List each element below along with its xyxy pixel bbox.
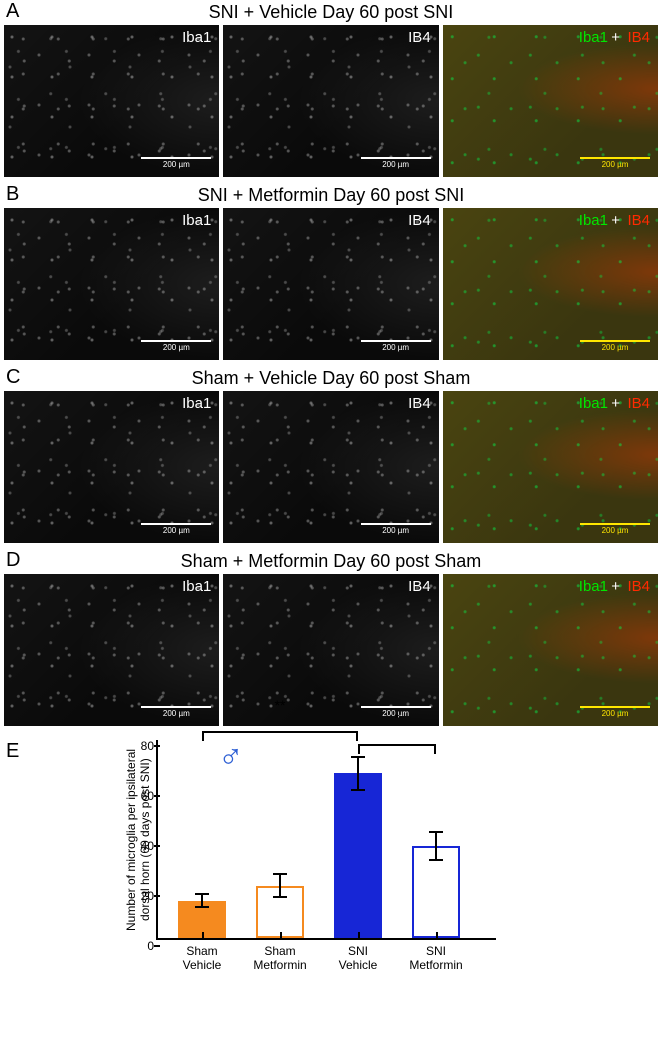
- stain-label: IB4: [408, 29, 431, 46]
- stain-label: Iba1: [182, 29, 211, 46]
- micrograph-ib4: IB4 200 µm: [223, 208, 438, 360]
- stain-label-plus: +: [611, 212, 620, 229]
- stain-label: Iba1: [182, 212, 211, 229]
- panel-d: DSham + Metformin Day 60 post Sham Iba1 20…: [0, 549, 662, 732]
- scalebar: 200 µm: [141, 523, 211, 535]
- panel-letter: A: [6, 0, 19, 23]
- panel-title: Sham + Vehicle Day 60 post Sham: [0, 366, 662, 391]
- stain-label-green: Iba1: [579, 212, 608, 229]
- panel-c: CSham + Vehicle Day 60 post Sham Iba1 200 …: [0, 366, 662, 549]
- stain-label: IB4: [408, 395, 431, 412]
- panel-title: SNI + Vehicle Day 60 post SNI: [0, 0, 662, 25]
- micrograph-iba1: Iba1 200 µm: [4, 25, 219, 177]
- significance-bracket: [358, 744, 436, 746]
- significance-label: **: [275, 697, 286, 713]
- stain-label: IB4: [408, 212, 431, 229]
- micrograph-iba1: Iba1 200 µm: [4, 391, 219, 543]
- panel-letter: B: [6, 183, 19, 206]
- error-bar: [435, 831, 437, 861]
- micrograph-merge: Iba1+ IB4 200 µm: [443, 391, 658, 543]
- panel-letter: C: [6, 366, 20, 389]
- scalebar: 200 µm: [580, 706, 650, 718]
- image-row: Iba1200 µmIB4200 µmIba1+IB4200 µm: [0, 574, 662, 732]
- scalebar: 200 µm: [580, 340, 650, 352]
- stain-label-red: IB4: [627, 212, 650, 229]
- y-tick: 20: [124, 889, 154, 903]
- stain-label-green: Iba1: [579, 395, 608, 412]
- x-tick-label: ShamVehicle: [167, 938, 237, 973]
- y-tick: 0: [124, 939, 154, 953]
- stain-label-red: IB4: [627, 395, 650, 412]
- panel-a: ASNI + Vehicle Day 60 post SNI Iba1 200 µm…: [0, 0, 662, 183]
- x-tick-label: SNIVehicle: [323, 938, 393, 973]
- panel-letter: E: [6, 740, 19, 763]
- scalebar: 200 µm: [141, 157, 211, 169]
- scalebar: 200 µm: [361, 523, 431, 535]
- micrograph-iba1: Iba1 200 µm: [4, 208, 219, 360]
- micrograph-merge: Iba1+ IB4 200 µm: [443, 574, 658, 726]
- image-row: Iba1200 µmIB4200 µmIba1+IB4200 µm: [0, 208, 662, 366]
- micrograph-ib4: IB4200 µm: [223, 574, 438, 726]
- error-bar: [357, 756, 359, 791]
- scalebar: 200 µm: [580, 523, 650, 535]
- image-row: Iba1200 µmIB4200 µmIba1+IB4200 µm: [0, 25, 662, 183]
- bar-chart: Number of microglia per ipsilateraldorsa…: [120, 740, 550, 940]
- error-bar: [201, 893, 203, 908]
- panel-b: BSNI + Metformin Day 60 post SNI Iba1 200 …: [0, 183, 662, 366]
- scalebar: 200 µm: [141, 340, 211, 352]
- micrograph-ib4: IB4 200 µm: [223, 391, 438, 543]
- micrograph-merge: Iba1+ IB4 200 µm: [443, 25, 658, 177]
- stain-label-plus: +: [611, 395, 620, 412]
- stain-label-red: IB4: [627, 29, 650, 46]
- scalebar: 200 µm: [141, 706, 211, 718]
- stain-label: Iba1: [182, 578, 211, 595]
- scalebar: 200 µm: [361, 157, 431, 169]
- micrograph-iba1: Iba1 200 µm: [4, 574, 219, 726]
- error-bar: [279, 873, 281, 898]
- y-tick: 80: [124, 739, 154, 753]
- image-row: Iba1200 µmIB4200 µmIba1+IB4200 µm: [0, 391, 662, 549]
- y-tick: 60: [124, 789, 154, 803]
- stain-label-green: Iba1: [579, 578, 608, 595]
- scalebar: 200 µm: [361, 340, 431, 352]
- micrograph-ib4: IB4 200 µm: [223, 25, 438, 177]
- significance-label: *: [394, 710, 399, 726]
- panel-e: E Number of microglia per ipsilateraldors…: [0, 740, 662, 940]
- stain-label-green: Iba1: [579, 29, 608, 46]
- male-symbol-icon: ♂: [218, 738, 244, 777]
- scalebar: 200 µm: [580, 157, 650, 169]
- panel-title: SNI + Metformin Day 60 post SNI: [0, 183, 662, 208]
- stain-label: Iba1: [182, 395, 211, 412]
- stain-label-plus: +: [611, 29, 620, 46]
- stain-label: IB4: [408, 578, 431, 595]
- panel-letter: D: [6, 549, 20, 572]
- x-tick-label: ShamMetformin: [245, 938, 315, 973]
- bar: [334, 773, 382, 938]
- y-tick: 40: [124, 839, 154, 853]
- x-tick-label: SNIMetformin: [401, 938, 471, 973]
- panel-title: Sham + Metformin Day 60 post Sham: [0, 549, 662, 574]
- micrograph-merge: Iba1+ IB4 200 µm: [443, 208, 658, 360]
- significance-bracket: [202, 731, 358, 733]
- stain-label-red: IB4: [627, 578, 650, 595]
- stain-label-plus: +: [611, 578, 620, 595]
- plot-area: ♂020406080ShamVehicleShamMetforminSNIVeh…: [156, 740, 496, 940]
